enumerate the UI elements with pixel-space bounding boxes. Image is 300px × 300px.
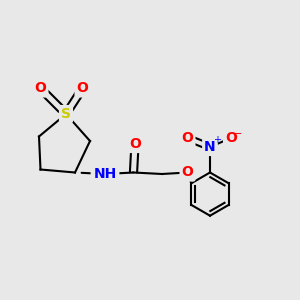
Text: O: O xyxy=(182,166,194,179)
Text: NH: NH xyxy=(93,167,117,181)
Text: O: O xyxy=(76,82,88,95)
Text: S: S xyxy=(61,107,71,121)
Text: +: + xyxy=(213,135,220,146)
Text: N: N xyxy=(204,140,216,154)
Text: O: O xyxy=(129,137,141,151)
Text: O: O xyxy=(34,82,46,95)
Text: −: − xyxy=(233,128,242,139)
Text: O: O xyxy=(182,131,194,145)
Text: O: O xyxy=(225,131,237,145)
